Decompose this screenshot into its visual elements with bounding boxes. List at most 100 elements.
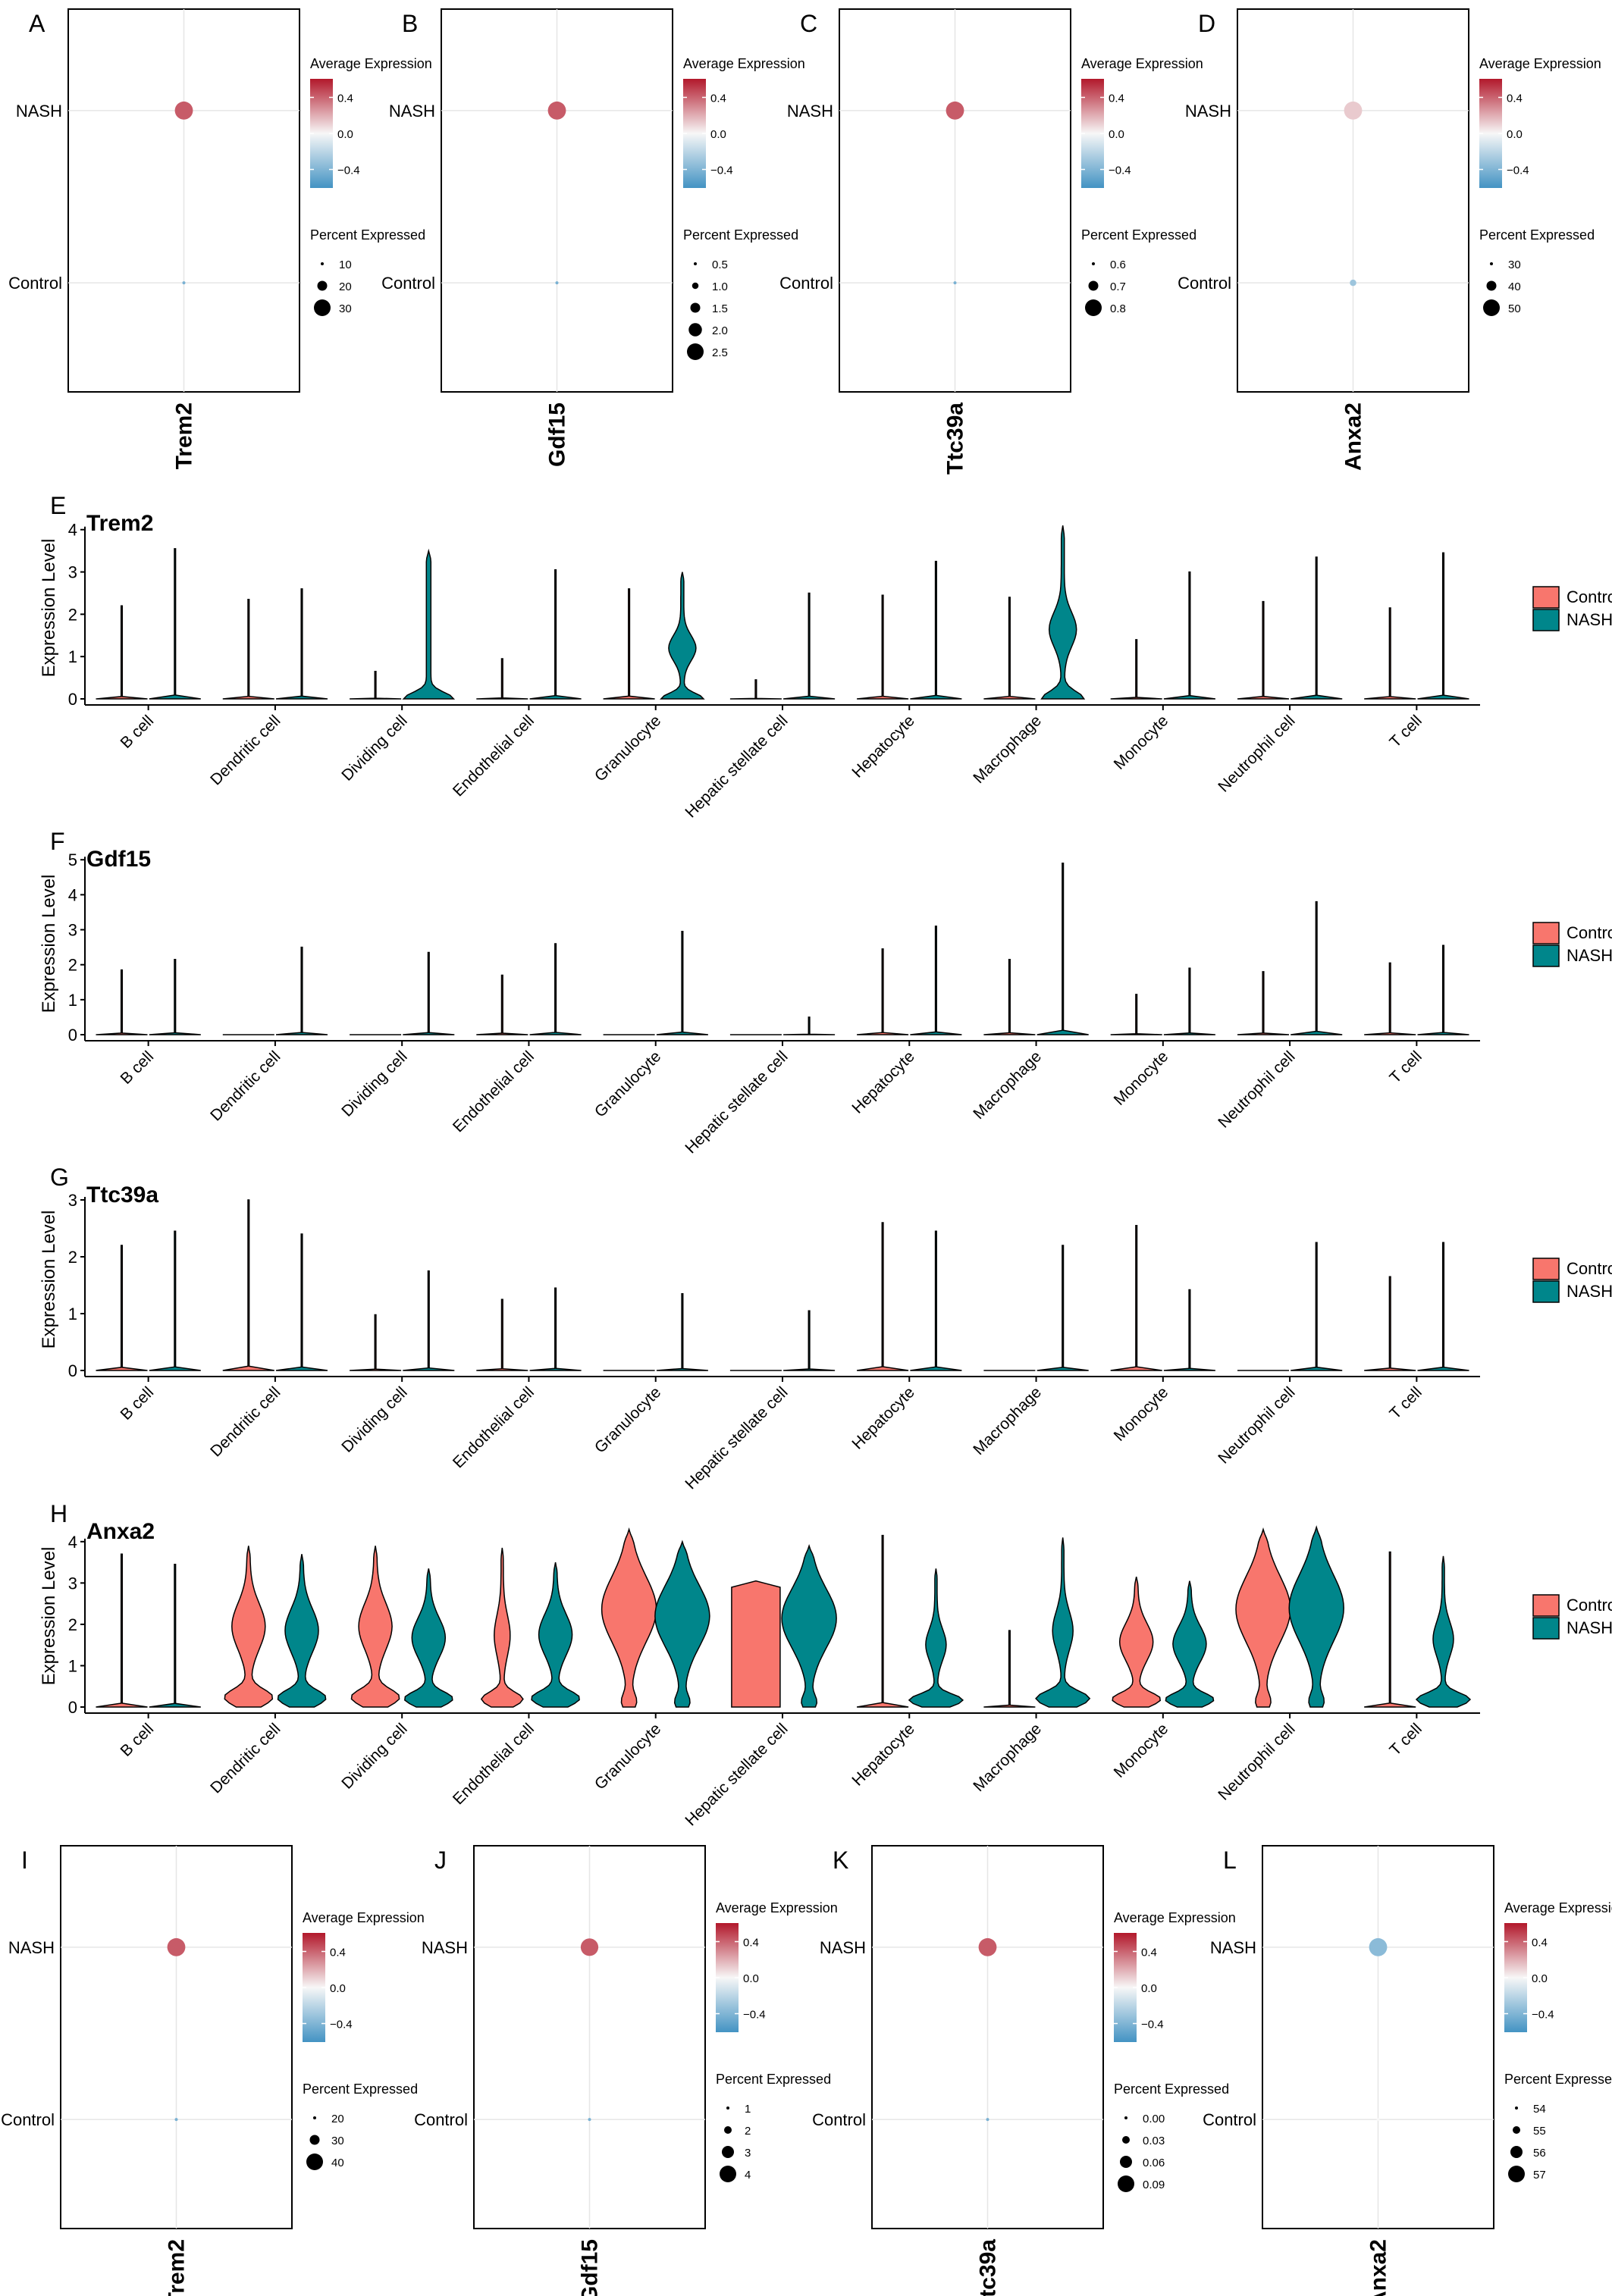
colorbar-tick-label: 0.0 [1532,1972,1548,1985]
size-legend-label: 0.06 [1143,2157,1165,2169]
size-legend-label: 0.09 [1143,2179,1165,2191]
violin-nash [149,959,201,1035]
y-tick-label: 4 [68,521,77,540]
size-legend-dot [687,343,704,360]
x-tick-label: Hepatocyte [848,712,917,781]
size-legend-dot [726,2106,729,2110]
x-tick-label: Granulocyte [591,1720,664,1793]
size-legend-label: 40 [1508,280,1521,293]
violin-control [96,605,148,700]
dotplot-panel-k: K NASH Control Ttc39a Average Expression 0.4 0… [812,1845,1236,2296]
violin-nash [1291,556,1343,700]
x-tick-label: Monocyte [1111,1048,1172,1109]
y-tick-label: 0 [68,1361,77,1380]
violin-nash [529,943,582,1035]
size-legend-dot [1508,2166,1525,2182]
legend-title: Percent Expressed [683,227,798,243]
y-tick-label: 0 [68,1026,77,1045]
size-legend-dot [692,282,699,290]
size-legend-dot [1088,280,1099,291]
size-legend-label: 10 [339,258,352,271]
panel-letter: K [833,1847,848,1874]
violin-nash [781,1543,837,1708]
violin-nash [654,1540,710,1708]
colorbar-tick-label: 0.4 [330,1946,346,1959]
size-legend-label: 4 [745,2169,751,2182]
x-tick-label: Hepatic stellate cell [682,1048,791,1157]
legend-key-control [1532,922,1560,944]
violin-nash [1417,1242,1469,1371]
x-tick-label: Monocyte [1111,1383,1172,1445]
size-legend-label: 57 [1533,2169,1546,2182]
colorbar-tick-label: −0.4 [1141,2019,1164,2031]
dotplot-panel-d: D NASH Control Anxa2 Average Expression 0.4 0.… [1178,8,1601,471]
y-tick-label: 3 [68,921,77,940]
x-tick-label: Endothelial cell [450,1720,538,1808]
x-gene-label: Trem2 [165,2239,190,2296]
plot-title: Gdf15 [86,847,151,872]
dot-nash [1369,1937,1388,1956]
size-legend-label: 1.0 [712,280,728,293]
x-tick-label: Dendritic cell [207,1048,284,1124]
size-legend-label: 54 [1533,2103,1546,2116]
legend-label: Control [1567,1259,1612,1278]
colorbar-tick-label: −0.4 [1507,164,1529,177]
violin-nash [659,572,705,700]
violin-control [96,969,148,1035]
violin-nash [1288,1525,1344,1708]
violin-panel-g: G Ttc39a Expression Level 0 1 2 3 B cell Dendrit… [39,1164,1612,1493]
colorbar-tick-label: 0.4 [710,92,726,105]
colorbar-tick-label: −0.4 [337,164,360,177]
size-legend-dot [1483,299,1500,316]
x-tick-label: Granulocyte [591,1383,664,1456]
size-legend-label: 50 [1508,302,1521,315]
size-legend-dot [1120,2156,1132,2168]
x-tick-label: Neutrophil cell [1215,1720,1298,1803]
colorbar-tick-label: −0.4 [330,2019,353,2031]
y-axis-label: Expression Level [39,875,59,1013]
size-legend-dot [1513,2126,1520,2134]
size-legend-dot [1118,2175,1134,2192]
y-axis-label: Expression Level [39,1211,59,1349]
violin-control [729,679,782,700]
size-legend-dot [317,280,328,291]
y-tick-label: Control [8,274,62,293]
panel-letter: A [29,10,45,37]
violin-control [222,1199,274,1371]
panel-letter: J [434,1847,447,1874]
legend-title: Percent Expressed [1114,2081,1229,2097]
size-legend-label: 30 [1508,258,1521,271]
legend-label: Control [1567,587,1612,606]
violin-control [983,597,1036,700]
x-tick-label: Dividing cell [338,1383,410,1455]
x-tick-label: B cell [118,1383,158,1424]
size-legend-label: 55 [1533,2125,1546,2138]
dotplot-panel-l: L NASH Control Anxa2 Average Expression 0.4 0.… [1203,1845,1612,2296]
violin-control [1364,962,1416,1035]
x-tick-label: Macrophage [970,1720,1045,1795]
size-legend-dot [313,2116,316,2119]
size-legend-label: 0.7 [1110,280,1126,293]
y-tick-label: NASH [16,102,62,121]
violin-nash [1037,1245,1089,1371]
violin-control [1364,1276,1416,1371]
violin-nash [1163,967,1215,1035]
violin-control [603,588,655,700]
violin-control [96,1245,148,1371]
dotplot-panel-j: J NASH Control Gdf15 Average Expression 0.4 0.… [414,1845,838,2296]
panel-letter: E [50,492,66,519]
x-tick-label: Neutrophil cell [1215,712,1298,795]
y-tick-label: NASH [787,102,833,121]
colorbar-tick-label: 0.0 [1141,1982,1157,1995]
legend-key-control [1532,1594,1560,1617]
panel-letter: L [1223,1847,1237,1874]
size-legend-label: 20 [339,280,352,293]
dot-nash [1344,101,1363,120]
y-tick-label: NASH [1185,102,1231,121]
size-legend-label: 20 [331,2113,344,2125]
size-legend-dot [1490,262,1493,265]
x-tick-label: Endothelial cell [450,712,538,800]
x-tick-label: Monocyte [1111,712,1172,773]
x-tick-label: Macrophage [970,1383,1045,1458]
size-legend-label: 0.6 [1110,258,1126,271]
